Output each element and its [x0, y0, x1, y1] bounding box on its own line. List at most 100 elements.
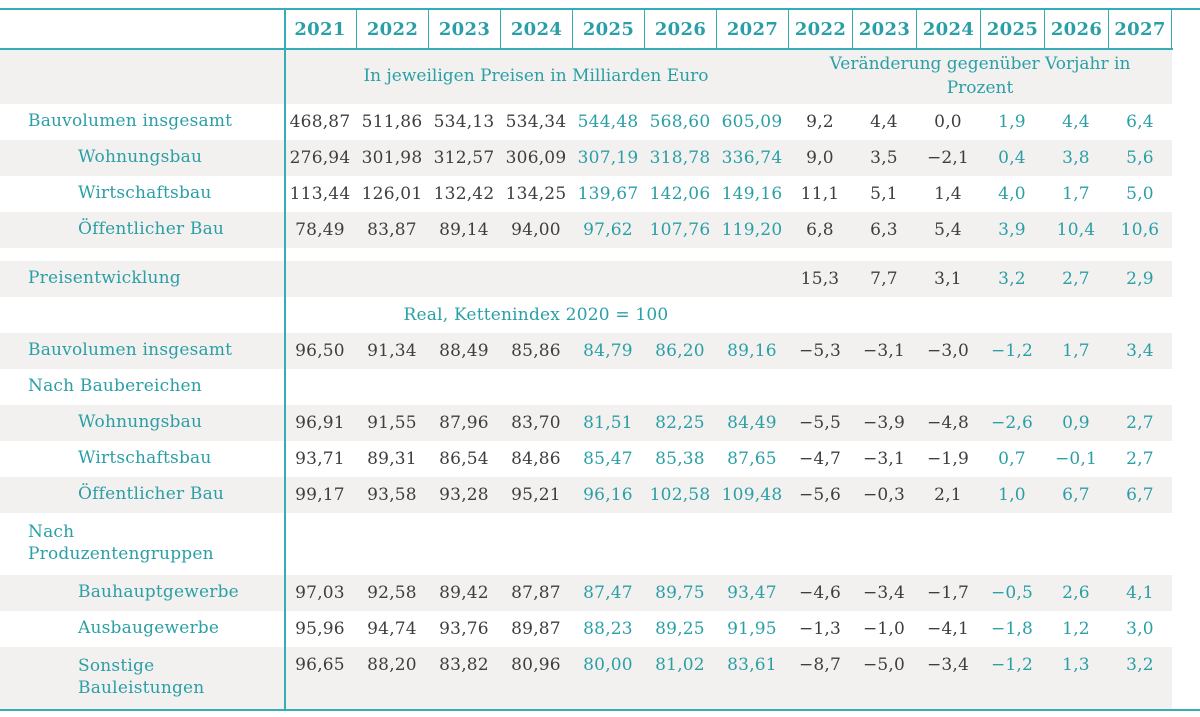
value-cell-euro-2022 [356, 369, 428, 405]
value-cell-pct-2023 [852, 369, 916, 405]
value-cell-euro-2025: 307,19 [577, 147, 639, 168]
table-row: Bauhauptgewerbe 97,03 92,58 89,42 87,87 87,47… [0, 574, 1172, 611]
value-cell-pct-2024 [916, 369, 980, 405]
row-label: Nach Produzentengruppen [28, 521, 214, 565]
value-cell-euro-2022 [356, 513, 428, 575]
value-cell-euro-2025: 80,00 [583, 654, 633, 675]
value-cell-euro-2023: 132,42 [433, 183, 495, 204]
value-cell-pct-2027: 3,0 [1126, 618, 1154, 639]
value-cell-pct-2025: 0,4 [998, 147, 1026, 168]
value-cell-euro-2025 [572, 261, 644, 297]
value-cell-pct-2025 [980, 369, 1044, 405]
value-cell-euro-2027: 93,47 [727, 582, 777, 603]
table-row: Wohnungsbau 96,91 91,55 87,96 83,70 81,51 82,2… [0, 404, 1172, 441]
header-bottom-border [0, 48, 1173, 50]
value-cell-pct-2024: 0,0 [934, 111, 962, 132]
value-cell-euro-2026: 102,58 [649, 484, 711, 505]
value-cell-pct-2023: −0,3 [862, 484, 906, 505]
table-row: Preisentwicklung 15,3 7,7 3,1 3,2 2,7 2,9 [0, 260, 1172, 297]
value-cell-euro-2027: 87,65 [727, 448, 777, 469]
row-label: Wohnungsbau [78, 147, 203, 168]
value-cell-euro-2026: 142,06 [649, 183, 711, 204]
year-header-euro-2023: 2023 [428, 10, 500, 48]
value-cell-euro-2024: 95,21 [511, 484, 561, 505]
value-cell-euro-2025 [572, 513, 644, 575]
row-label: Wirtschaftsbau [78, 448, 212, 469]
value-cell-euro-2025: 88,23 [583, 618, 633, 639]
value-cell-euro-2021 [284, 513, 356, 575]
value-cell-pct-2026: 1,3 [1062, 654, 1090, 675]
value-cell-pct-2023 [852, 513, 916, 575]
value-cell-euro-2024 [500, 369, 572, 405]
value-cell-pct-2027: 2,7 [1126, 412, 1154, 433]
row-label: Sonstige Bauleistungen [78, 655, 205, 699]
table-row: Nach Produzentengruppen [0, 513, 1172, 575]
value-cell-euro-2026: 89,25 [655, 618, 705, 639]
row-label: Wirtschaftsbau [78, 183, 212, 204]
value-cell-pct-2024: 2,1 [934, 484, 962, 505]
value-cell-euro-2022: 94,74 [367, 618, 417, 639]
year-header-pct-2024: 2024 [916, 10, 980, 48]
value-cell-pct-2026: 1,2 [1062, 618, 1090, 639]
value-cell-pct-2023: 6,3 [870, 219, 898, 240]
year-header-euro-2026: 2026 [644, 10, 716, 48]
value-cell-pct-2023: −3,1 [862, 448, 906, 469]
value-cell-euro-2021: 96,50 [295, 340, 345, 361]
value-cell-euro-2023: 93,28 [439, 484, 489, 505]
value-cell-euro-2027: 89,16 [727, 340, 777, 361]
value-cell-pct-2022: −5,3 [798, 340, 842, 361]
value-cell-euro-2027: 91,95 [727, 618, 777, 639]
value-cell-pct-2026: 2,7 [1062, 268, 1090, 289]
value-cell-pct-2026: 1,7 [1062, 340, 1090, 361]
value-cell-euro-2022: 91,34 [367, 340, 417, 361]
value-cell-pct-2025: 1,9 [998, 111, 1026, 132]
value-cell-euro-2025: 544,48 [577, 111, 639, 132]
value-cell-euro-2023: 89,14 [439, 219, 489, 240]
value-cell-pct-2023: 5,1 [870, 183, 898, 204]
value-cell-pct-2027: 4,1 [1126, 582, 1154, 603]
table-bottom-border [0, 708, 1200, 711]
unit-header-empty-cell [0, 50, 284, 104]
value-cell-pct-2022: 15,3 [800, 268, 840, 289]
value-cell-euro-2021: 96,65 [295, 654, 345, 675]
value-cell-euro-2027: 605,09 [721, 111, 783, 132]
value-cell-pct-2023: −3,4 [862, 582, 906, 603]
value-cell-pct-2022: −5,6 [798, 484, 842, 505]
spacer-row [0, 248, 1172, 261]
value-cell-euro-2024 [500, 261, 572, 297]
value-cell-euro-2021: 78,49 [295, 219, 345, 240]
value-cell-euro-2024: 80,96 [511, 654, 561, 675]
value-cell-euro-2023: 312,57 [433, 147, 495, 168]
value-cell-euro-2021: 96,91 [295, 412, 345, 433]
row-label: Bauhauptgewerbe [78, 582, 239, 603]
value-cell-euro-2025: 85,47 [583, 448, 633, 469]
value-cell-euro-2024: 94,00 [511, 219, 561, 240]
value-cell-pct-2026: 6,7 [1062, 484, 1090, 505]
value-cell-euro-2023 [428, 369, 500, 405]
value-cell-euro-2027 [716, 513, 788, 575]
value-cell-pct-2027: 2,7 [1126, 448, 1154, 469]
value-cell-euro-2023 [428, 513, 500, 575]
value-cell-pct-2024: −1,9 [926, 448, 970, 469]
value-cell-euro-2022: 93,58 [367, 484, 417, 505]
value-cell-euro-2021 [284, 261, 356, 297]
table-row: Wirtschaftsbau 93,71 89,31 86,54 84,86 85,47 8… [0, 441, 1172, 477]
table-row: Bauvolumen insgesamt 96,50 91,34 88,49 85,86… [0, 332, 1172, 369]
year-header-euro-2027: 2027 [716, 10, 788, 48]
value-cell-euro-2026: 568,60 [649, 111, 711, 132]
year-header-pct-2027: 2027 [1108, 10, 1172, 48]
value-cell-euro-2025: 81,51 [583, 412, 633, 433]
value-cell-euro-2024: 87,87 [511, 582, 561, 603]
value-cell-pct-2027: 3,4 [1126, 340, 1154, 361]
year-header-pct-2025: 2025 [980, 10, 1044, 48]
value-cell-pct-2024: −4,8 [926, 412, 970, 433]
value-cell-euro-2024: 534,34 [505, 111, 567, 132]
table-row: Wirtschaftsbau 113,44 126,01 132,42 134,25 13… [0, 176, 1172, 212]
euro-section-label: In jeweiligen Preisen in Milliarden Euro [363, 65, 709, 86]
value-cell-euro-2026: 85,38 [655, 448, 705, 469]
value-cell-euro-2021 [284, 369, 356, 405]
value-cell-pct-2024: 1,4 [934, 183, 962, 204]
year-header-euro-2025: 2025 [572, 10, 644, 48]
value-cell-euro-2026: 318,78 [649, 147, 711, 168]
value-cell-pct-2022: −8,7 [798, 654, 842, 675]
